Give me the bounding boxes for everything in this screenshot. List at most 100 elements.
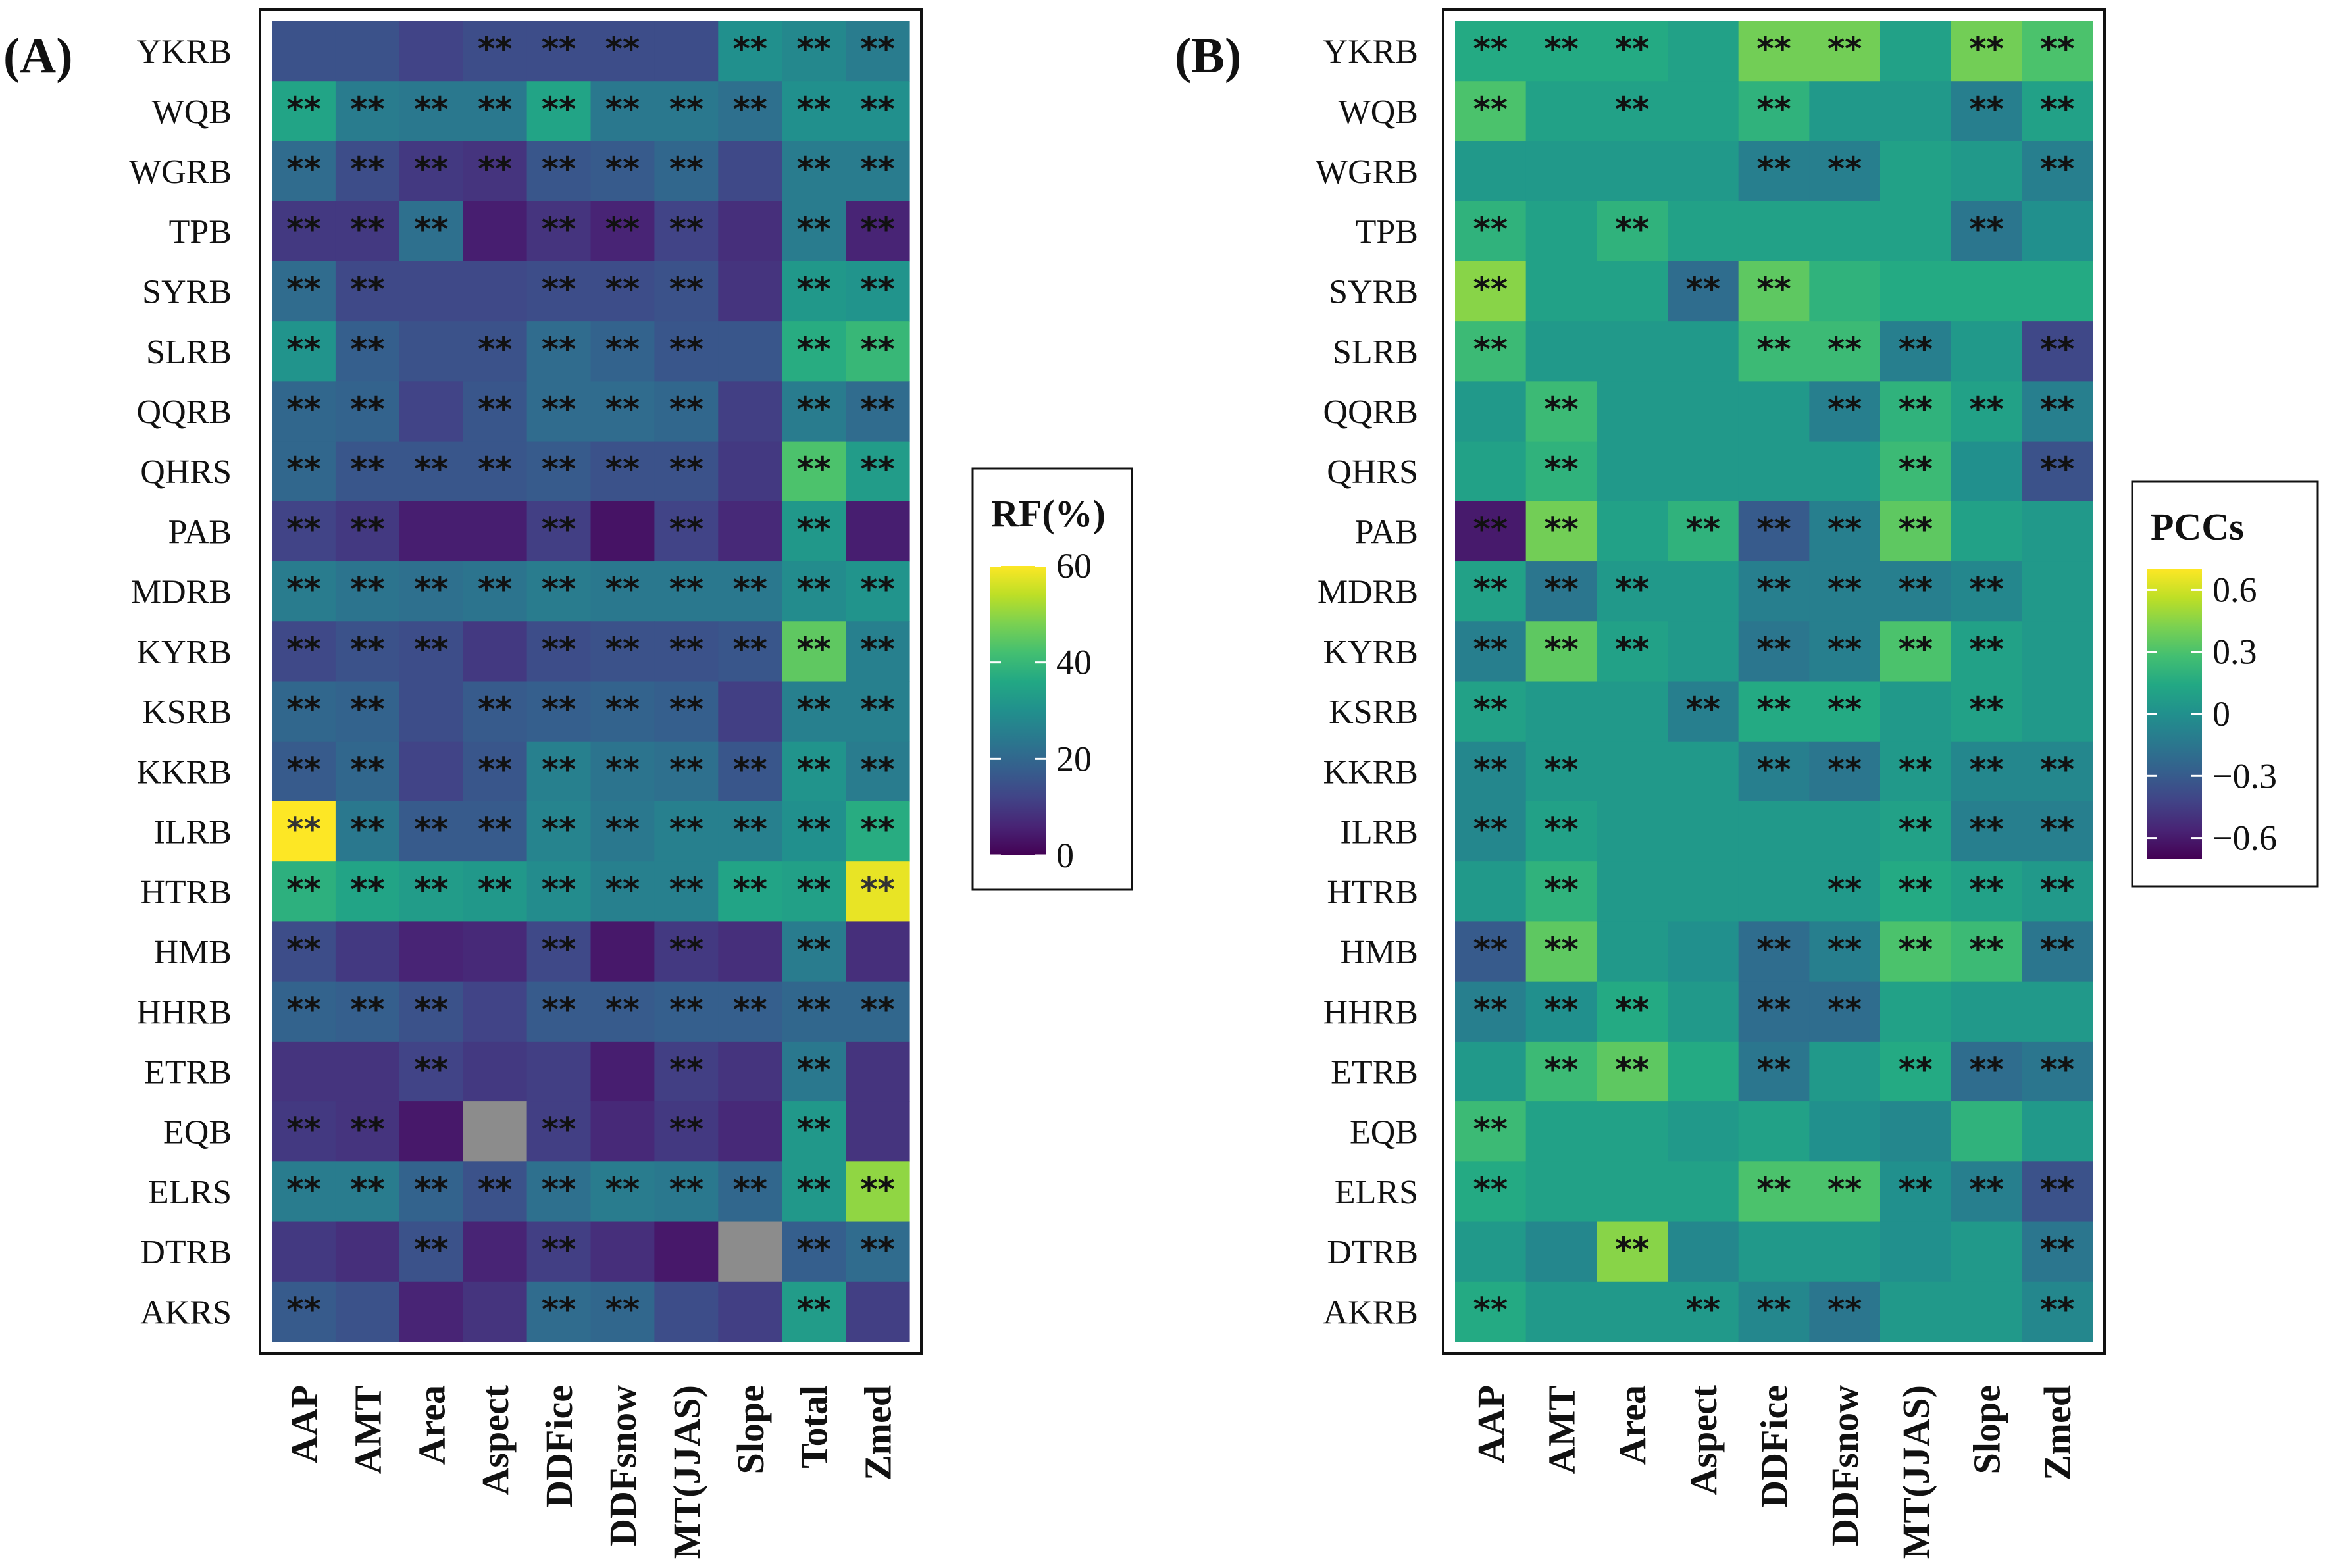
- significance-marker: **: [1899, 1171, 1933, 1209]
- panel-label-b: (B): [1175, 28, 1241, 84]
- heatmap-cell-a-HHRB-9: [846, 981, 910, 1042]
- significance-marker: **: [733, 811, 767, 849]
- heatmap-cell-a-SYRB-2: [399, 261, 464, 322]
- significance-marker: **: [797, 750, 831, 788]
- significance-marker: **: [478, 450, 512, 488]
- significance-marker: **: [1969, 30, 2003, 68]
- heatmap-cell-a-HTRB-0: [272, 861, 336, 923]
- heatmap-cell-a-KKRB-9: [846, 741, 910, 802]
- heatmap-cell-a-DTRB-1: [335, 1221, 400, 1282]
- significance-marker: **: [1827, 1171, 1862, 1209]
- heatmap-cell-a-PAB-3: [463, 501, 528, 562]
- significance-marker: **: [2040, 390, 2074, 428]
- heatmap-cell-b-SLRB-1: [1525, 321, 1597, 382]
- column-label-a: DDFice: [538, 1385, 580, 1508]
- significance-marker: **: [286, 1290, 320, 1328]
- significance-marker: **: [1615, 570, 1649, 609]
- heatmap-cell-b-QHRS-6: [1880, 441, 1952, 502]
- significance-marker: **: [1827, 871, 1862, 909]
- heatmap-cell-a-WGRB-4: [526, 141, 592, 202]
- heatmap-cell-b-ETRB-4: [1738, 1041, 1810, 1102]
- heatmap-cell-b-ELRS-5: [1809, 1161, 1881, 1223]
- heatmap-cell-b-WQB-7: [1951, 81, 2022, 142]
- significance-marker: **: [1756, 630, 1791, 669]
- significance-marker: **: [1686, 690, 1720, 728]
- significance-marker: **: [605, 1290, 640, 1328]
- significance-marker: **: [860, 1230, 894, 1269]
- heatmap-cell-a-WQB-8: [782, 81, 846, 142]
- significance-marker: **: [605, 690, 640, 728]
- heatmap-cell-a-KKRB-4: [526, 741, 592, 802]
- significance-marker: **: [669, 390, 703, 428]
- heatmap-cell-b-MDRB-5: [1809, 561, 1881, 622]
- heatmap-cell-b-SLRB-8: [2022, 321, 2093, 382]
- row-label-a: KYRB: [137, 634, 232, 671]
- heatmap-cell-b-PAB-1: [1525, 501, 1597, 562]
- significance-marker: **: [605, 270, 640, 309]
- heatmap-cell-a-TPB-7: [718, 201, 782, 262]
- significance-marker: **: [542, 811, 576, 849]
- significance-marker: **: [286, 871, 320, 909]
- significance-marker: **: [286, 90, 320, 128]
- column-label-b: MT(JJAS): [1895, 1385, 1937, 1559]
- significance-marker: **: [1686, 510, 1720, 548]
- heatmap-cell-b-WGRB-4: [1738, 141, 1810, 202]
- heatmap-cell-a-KYRB-1: [335, 621, 400, 682]
- heatmap-cell-b-PAB-7: [1951, 501, 2022, 562]
- significance-marker: **: [1969, 630, 2003, 669]
- heatmap-cell-a-QHRS-4: [526, 441, 592, 502]
- heatmap-cell-b-TPB-4: [1738, 201, 1810, 262]
- heatmap-cell-a-KKRB-8: [782, 741, 846, 802]
- heatmap-cell-a-HHRB-7: [718, 981, 782, 1042]
- significance-marker: **: [542, 210, 576, 248]
- heatmap-cell-b-PAB-0: [1455, 501, 1527, 562]
- significance-marker: **: [605, 871, 640, 909]
- significance-marker: **: [669, 871, 703, 909]
- heatmap-cell-b-SLRB-4: [1738, 321, 1810, 382]
- significance-marker: **: [542, 1290, 576, 1328]
- heatmap-cell-b-WQB-5: [1809, 81, 1881, 142]
- significance-marker: **: [2040, 450, 2074, 488]
- heatmap-cell-b-QQRB-8: [2022, 381, 2093, 442]
- significance-marker: **: [605, 30, 640, 68]
- heatmap-cell-b-HTRB-5: [1809, 861, 1881, 923]
- heatmap-cell-a-HMB-6: [654, 921, 719, 982]
- significance-marker: **: [1969, 90, 2003, 128]
- heatmap-cell-a-AKRS-1: [335, 1281, 400, 1342]
- heatmap-cell-b-WGRB-2: [1597, 141, 1668, 202]
- heatmap-cell-a-HMB-5: [590, 921, 655, 982]
- significance-marker: **: [350, 570, 384, 609]
- heatmap-cell-b-KSRB-8: [2022, 681, 2093, 742]
- heatmap-cell-b-HHRB-6: [1880, 981, 1952, 1042]
- significance-marker: **: [478, 1171, 512, 1209]
- legend-tick-label-b: 0: [2212, 694, 2230, 734]
- significance-marker: **: [1615, 1230, 1649, 1269]
- heatmap-cell-a-HMB-0: [272, 921, 336, 982]
- significance-marker: **: [669, 270, 703, 309]
- significance-marker: **: [669, 90, 703, 128]
- significance-marker: **: [286, 390, 320, 428]
- heatmap-cell-a-AKRS-2: [399, 1281, 464, 1342]
- heatmap-cell-a-HMB-4: [526, 921, 592, 982]
- heatmap-cell-a-KYRB-4: [526, 621, 592, 682]
- column-label-a: AAP: [282, 1385, 325, 1463]
- heatmap-cell-b-KKRB-5: [1809, 741, 1881, 802]
- row-label-a: ILRB: [154, 814, 232, 851]
- heatmap-cell-a-AKRS-8: [782, 1281, 846, 1342]
- heatmap-cell-a-ILRB-1: [335, 801, 400, 862]
- heatmap-cell-b-ILRB-1: [1525, 801, 1597, 862]
- column-label-b: AMT: [1541, 1385, 1583, 1474]
- column-label-b: Zmed: [2036, 1385, 2079, 1480]
- heatmap-cell-a-SYRB-5: [590, 261, 655, 322]
- row-label-b: AKRB: [1323, 1294, 1418, 1331]
- heatmap-cell-a-MDRB-1: [335, 561, 400, 622]
- significance-marker: **: [1473, 811, 1508, 849]
- heatmap-cell-b-HMB-4: [1738, 921, 1810, 982]
- row-label-b: ELRS: [1335, 1174, 1418, 1211]
- heatmap-cell-a-HMB-3: [463, 921, 528, 982]
- heatmap-cell-a-SLRB-0: [272, 321, 336, 382]
- heatmap-cell-a-QHRS-2: [399, 441, 464, 502]
- heatmap-cell-a-HHRB-3: [463, 981, 528, 1042]
- significance-marker: **: [733, 30, 767, 68]
